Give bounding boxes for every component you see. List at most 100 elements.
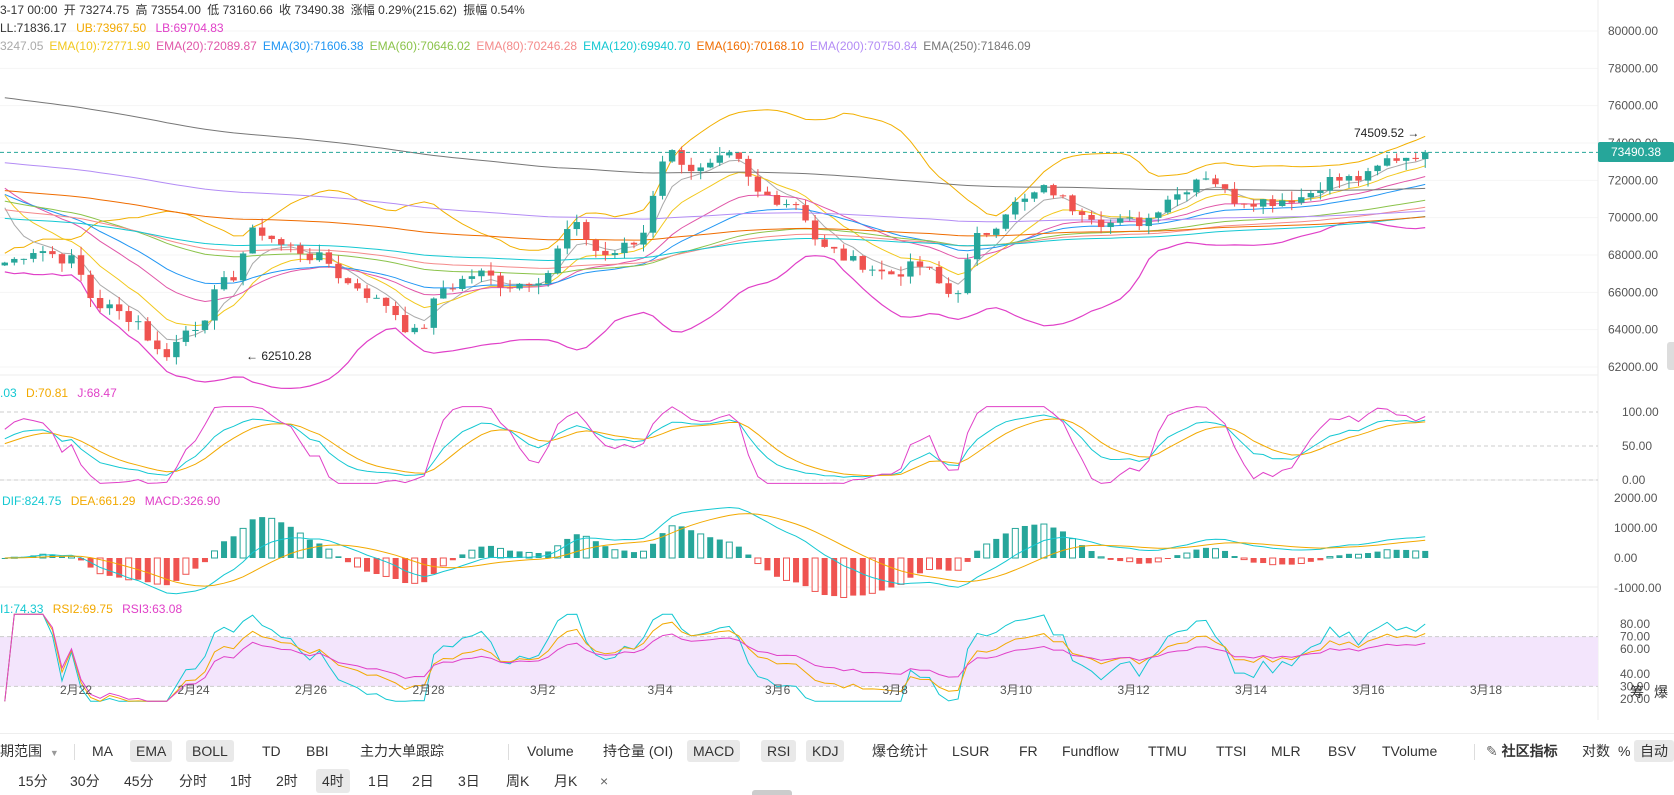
macd-bar bbox=[630, 552, 637, 558]
ema-line bbox=[4, 165, 1426, 327]
candle-body bbox=[106, 304, 113, 309]
macd-bar bbox=[821, 558, 828, 596]
sub-indicator-item[interactable]: 持仓量 (OI) bbox=[603, 743, 673, 759]
candle-body bbox=[754, 176, 762, 192]
main-indicator-td[interactable]: TD bbox=[262, 743, 281, 759]
drag-handle[interactable] bbox=[752, 790, 792, 795]
timeframe-button[interactable]: 1时 bbox=[230, 773, 252, 789]
price-axis: 80000.0078000.0076000.0074000.0072000.00… bbox=[1608, 24, 1658, 374]
ema-line bbox=[4, 216, 1426, 262]
sub-indicator-item[interactable]: BSV bbox=[1328, 743, 1357, 759]
liquidation-button[interactable]: 爆 bbox=[1654, 684, 1668, 700]
timeframe-button[interactable]: 2时 bbox=[276, 773, 298, 789]
macd-bar bbox=[840, 557, 848, 598]
macd-bar bbox=[278, 522, 285, 558]
log-scale-toggle[interactable]: 对数 bbox=[1582, 743, 1610, 759]
main-indicator-ema[interactable]: EMA bbox=[130, 740, 173, 762]
candle-body bbox=[30, 253, 37, 259]
sub-indicator-item[interactable]: MACD bbox=[687, 740, 741, 762]
percent-scale-toggle[interactable]: % bbox=[1618, 743, 1631, 759]
candle-body bbox=[850, 256, 857, 261]
amp-label: 振幅 bbox=[463, 3, 488, 17]
chips-button[interactable]: 筹 bbox=[1630, 684, 1644, 700]
ema-line bbox=[4, 97, 1426, 191]
candle-body bbox=[811, 220, 819, 240]
macd-bar bbox=[335, 556, 342, 558]
candle-body bbox=[649, 195, 657, 233]
candle-body bbox=[115, 304, 123, 312]
candle-body bbox=[716, 155, 723, 163]
candle-body bbox=[602, 250, 609, 256]
timeframe-button[interactable]: 2日 bbox=[412, 773, 434, 789]
sub-indicator-item[interactable]: TTMU bbox=[1148, 743, 1187, 759]
timeframe-button[interactable]: 3日 bbox=[458, 773, 480, 789]
side-panel-handle[interactable] bbox=[1667, 342, 1674, 370]
main-indicator-boll[interactable]: BOLL bbox=[186, 740, 234, 762]
sub-indicator-item[interactable]: FR bbox=[1019, 743, 1038, 759]
date-axis: 2月22 2月24 2月26 2月28 3月2 3月4 3月6 3月8 3月10 3月12 3月14… bbox=[60, 683, 1502, 697]
sub-indicator-item[interactable]: KDJ bbox=[806, 740, 845, 762]
candle-body bbox=[792, 204, 800, 206]
sub-indicator-item[interactable]: RSI bbox=[761, 740, 797, 762]
macd-panel: 2000.00 1000.00 0.00 -1000.00 bbox=[1, 491, 1662, 598]
timeframe-button[interactable]: 15分 bbox=[18, 773, 48, 789]
sub-indicator-item[interactable]: Volume bbox=[527, 743, 574, 759]
candle-body bbox=[1021, 198, 1029, 202]
macd-bar bbox=[211, 550, 218, 559]
candle-body bbox=[440, 288, 447, 299]
rsi-legend: I1:74.33 RSI2:69.75 RSI3:63.08 bbox=[0, 602, 182, 616]
boll-legend: LL:71836.17 UB:73967.50 LB:69704.83 bbox=[0, 21, 224, 35]
candle-body bbox=[1307, 193, 1315, 198]
candle-body bbox=[621, 242, 628, 254]
date-tick: 3月8 bbox=[883, 683, 909, 697]
sub-indicator-item[interactable]: TTSI bbox=[1216, 743, 1247, 759]
auto-scale-toggle[interactable]: 自动 bbox=[1634, 740, 1674, 762]
candle-body bbox=[306, 253, 314, 261]
date-tick: 3月4 bbox=[648, 683, 674, 697]
macd-bar bbox=[1326, 556, 1334, 559]
candle-body bbox=[1136, 217, 1143, 227]
grid-lines bbox=[0, 0, 1599, 720]
timeframe-button[interactable]: 周K bbox=[506, 773, 530, 789]
main-indicator-bbi[interactable]: BBI bbox=[306, 743, 329, 759]
macd-bar bbox=[192, 558, 199, 569]
timeframe-button[interactable]: 1日 bbox=[368, 773, 390, 789]
macd-legend: DIF:824.75 DEA:661.29 MACD:326.90 bbox=[2, 494, 220, 508]
sub-indicator-item[interactable]: LSUR bbox=[952, 743, 990, 759]
macd-bar bbox=[1403, 549, 1410, 558]
candle-body bbox=[869, 269, 876, 271]
timeframe-button[interactable]: 4时 bbox=[316, 769, 350, 793]
candle-body bbox=[335, 263, 342, 279]
main-indicator-主力大单跟踪[interactable]: 主力大单跟踪 bbox=[360, 743, 444, 759]
candle-body bbox=[821, 239, 828, 247]
candles[interactable] bbox=[1, 146, 1429, 365]
macd-bar bbox=[1183, 552, 1191, 559]
sub-indicator-item[interactable]: Fundflow bbox=[1062, 743, 1119, 759]
divider bbox=[508, 744, 509, 760]
candle-body bbox=[1317, 190, 1324, 194]
candle-body bbox=[592, 239, 600, 251]
macd-bar bbox=[716, 539, 723, 558]
timeframe-button[interactable]: 30分 bbox=[70, 773, 100, 789]
macd-bar bbox=[1250, 558, 1257, 563]
macd-dif-line bbox=[4, 506, 1426, 595]
candle-body bbox=[973, 233, 981, 260]
timeframe-button[interactable]: 45分 bbox=[124, 773, 154, 789]
sub-indicator-item[interactable]: TVolume bbox=[1382, 743, 1438, 759]
range-selector[interactable]: 期范围 ▼ bbox=[0, 740, 65, 762]
close-timeframes-button[interactable]: × bbox=[600, 773, 609, 789]
macd-bar bbox=[259, 517, 266, 558]
sub-indicator-item[interactable]: 爆仓统计 bbox=[872, 743, 928, 759]
macd-bar bbox=[354, 557, 361, 568]
sub-indicator-item[interactable]: MLR bbox=[1271, 743, 1301, 759]
main-indicator-ma[interactable]: MA bbox=[92, 743, 113, 759]
timeframe-button[interactable]: 月K bbox=[554, 773, 578, 789]
timeframe-button[interactable]: 分时 bbox=[179, 773, 207, 789]
ema-legend-item: EMA(30):71606.38 bbox=[262, 39, 364, 53]
macd-bar bbox=[1288, 558, 1295, 565]
candle-body bbox=[678, 150, 685, 165]
candle-body bbox=[1002, 214, 1009, 229]
community-indicators-button[interactable]: ✎ 社区指标 bbox=[1480, 740, 1564, 762]
candle-body bbox=[1183, 192, 1191, 195]
